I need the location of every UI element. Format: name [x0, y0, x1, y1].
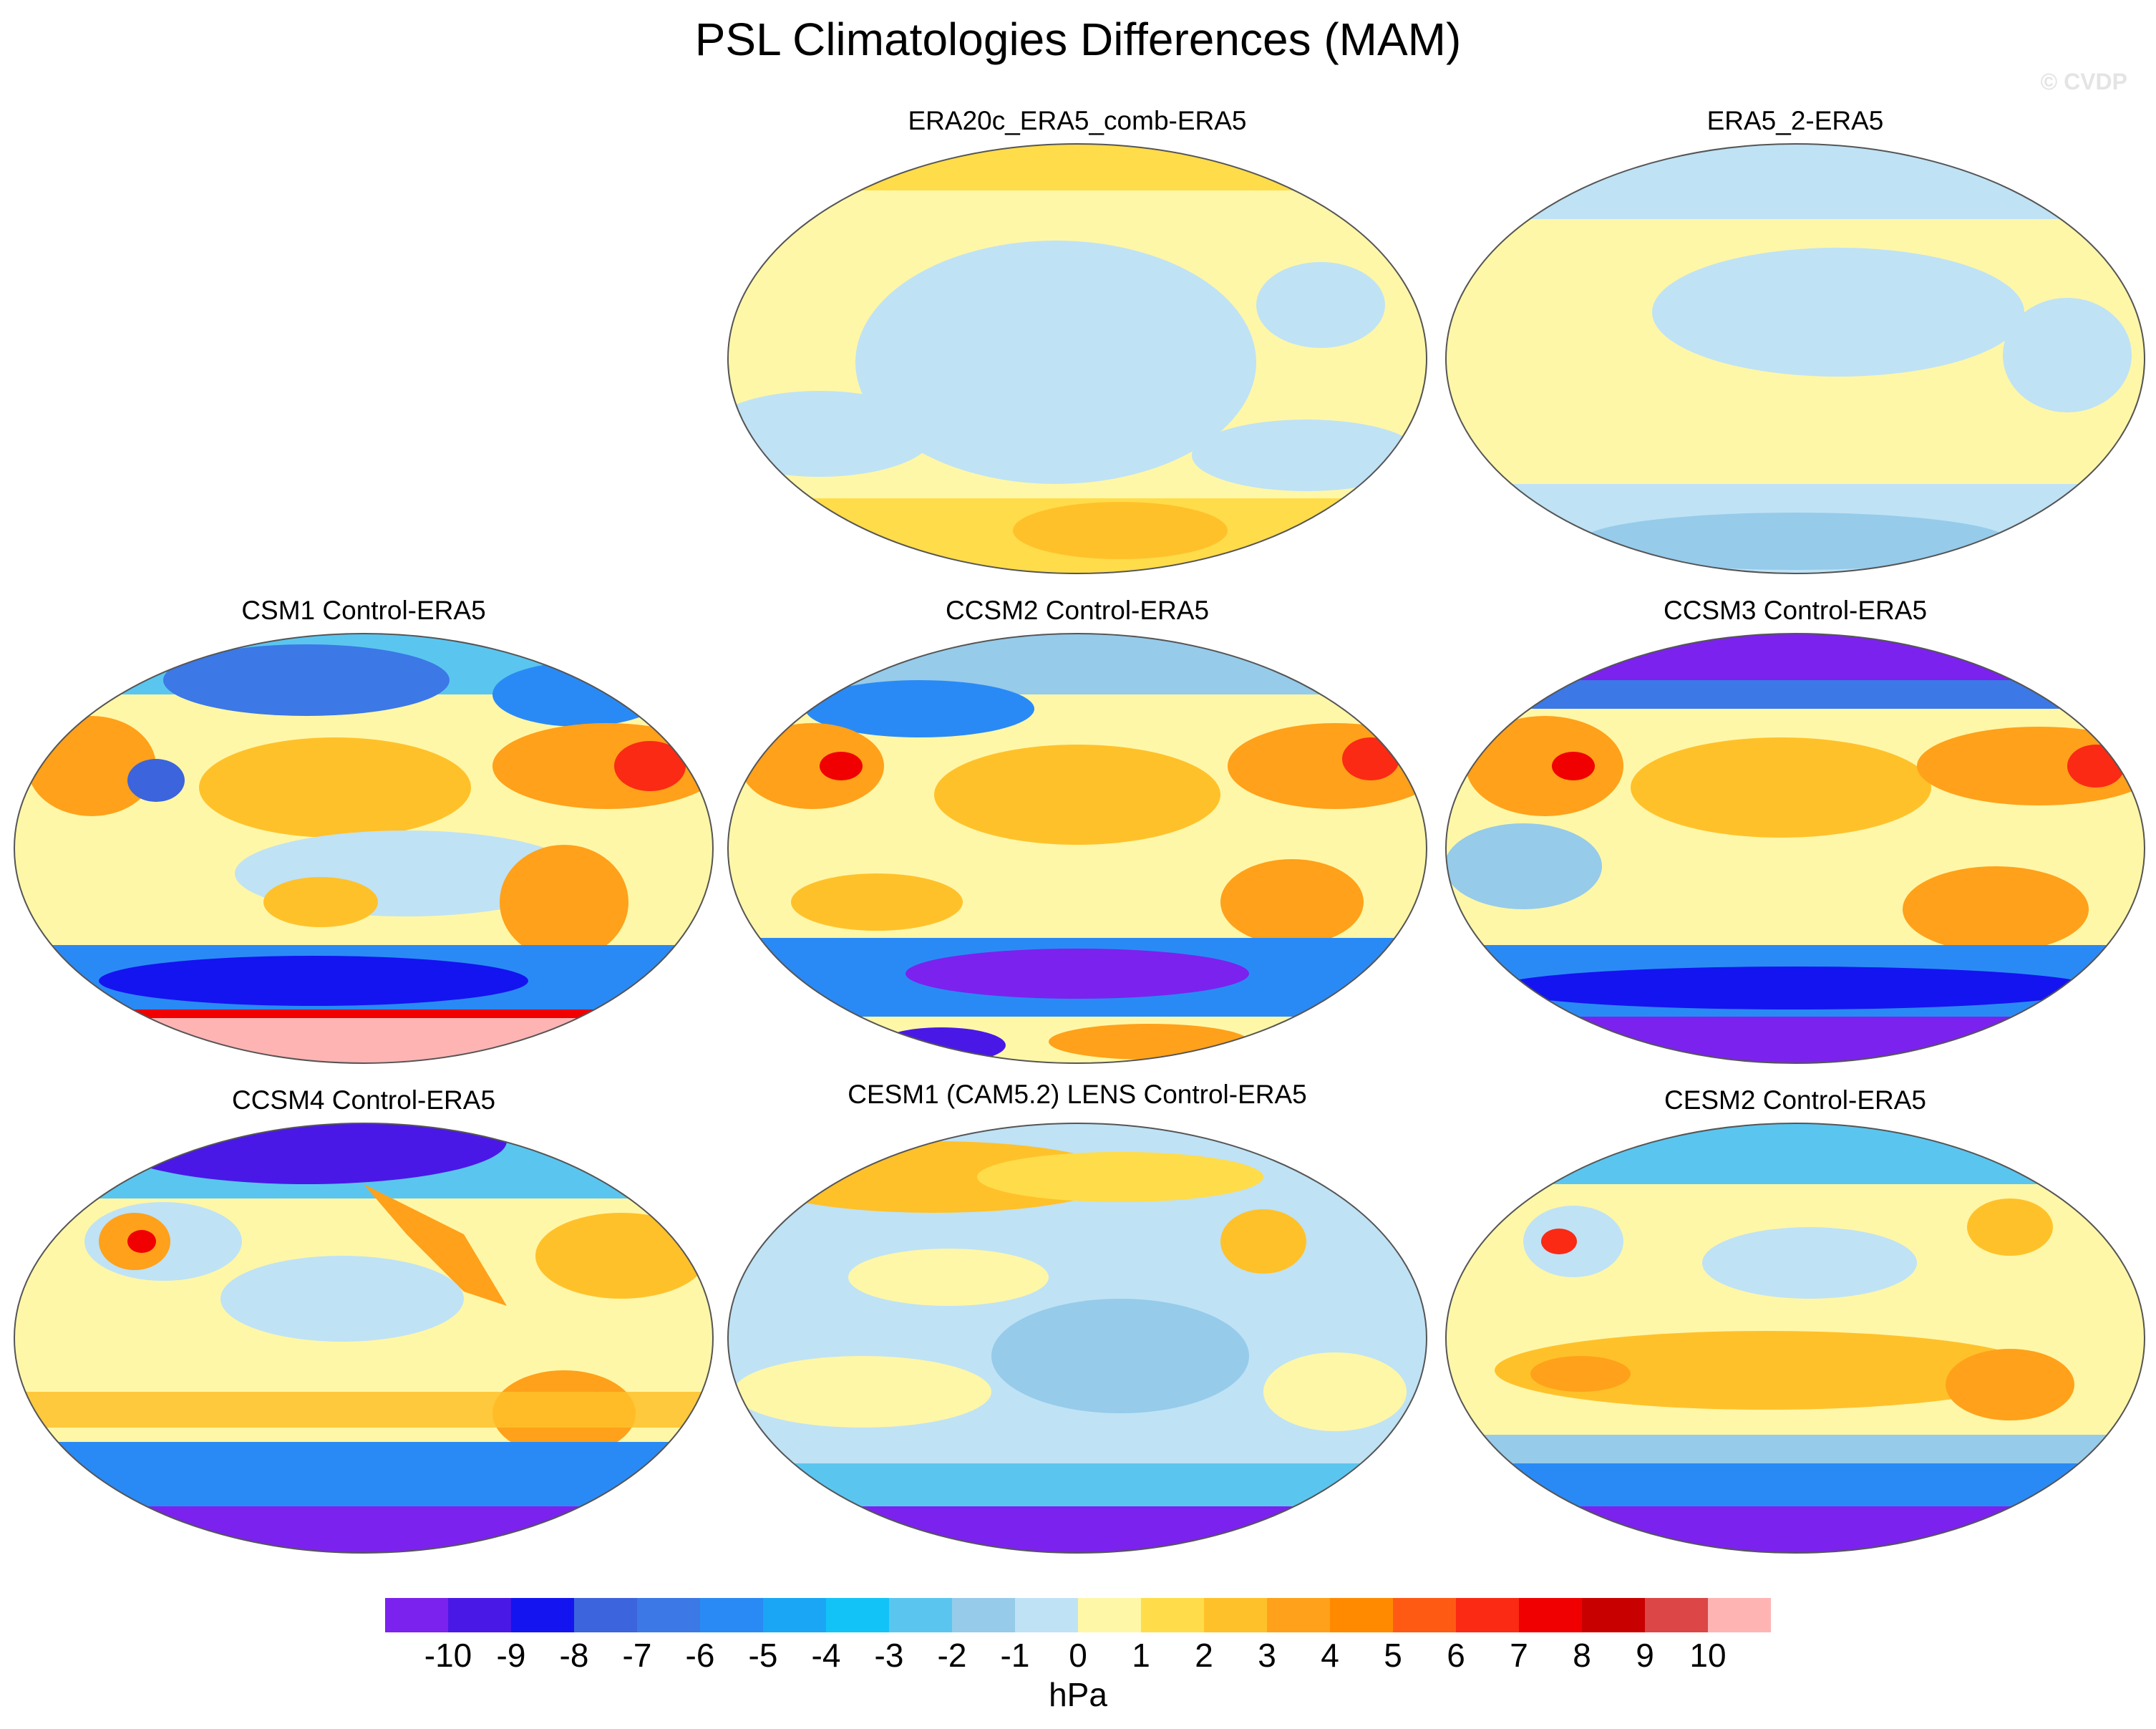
figure-title: PSL Climatologies Differences (MAM) [694, 14, 1462, 65]
colorbar-swatch [700, 1598, 764, 1632]
colorbar-tick-label: 1 [1132, 1637, 1150, 1674]
panel-title: ERA5_2-ERA5 [1706, 106, 1884, 135]
colorbar-tick-label: 6 [1447, 1637, 1465, 1674]
colorbar-swatch [1330, 1598, 1394, 1632]
colorbar-swatch [1204, 1598, 1268, 1632]
cvdp-watermark: © CVDP [2040, 69, 2127, 95]
colorbar-swatch [574, 1598, 638, 1632]
colorbar-swatch [952, 1598, 1016, 1632]
colorbar-swatch [763, 1598, 827, 1632]
colorbar-labels: -10 -9 -8 -7 -6 -5 -4 -3 -2 -1 0 1 2 3 4 5 6 7 8 9 10 [0, 1636, 2156, 1679]
colorbar-tick-label: 4 [1321, 1637, 1339, 1674]
colorbar-swatch [1267, 1598, 1331, 1632]
panel-ccsm3: CCSM3 Control-ERA5 [1437, 596, 2153, 1097]
map-ccsm3 [1445, 633, 2145, 1064]
colorbar-tick-label: -7 [622, 1637, 652, 1674]
colorbar-swatch [889, 1598, 953, 1632]
map-era20c [727, 143, 1427, 574]
map-ccsm2 [727, 633, 1427, 1064]
panel-ccsm4: CCSM4 Control-ERA5 [6, 1085, 722, 1587]
colorbar-swatch [826, 1598, 890, 1632]
colorbar-tick-label: 10 [1689, 1637, 1727, 1674]
colorbar-tick-label: 7 [1510, 1637, 1528, 1674]
panel-title: CCSM3 Control-ERA5 [1663, 596, 1928, 625]
colorbar-swatch [1456, 1598, 1520, 1632]
colorbar-tick-label: -3 [874, 1637, 904, 1674]
colorbar-tick-label: -4 [811, 1637, 841, 1674]
panel-title: CESM2 Control-ERA5 [1664, 1085, 1926, 1115]
colorbar-swatch [1582, 1598, 1646, 1632]
colorbar [385, 1598, 1771, 1632]
colorbar-tick-label: -2 [937, 1637, 967, 1674]
map-cesm1 [727, 1123, 1427, 1554]
colorbar-tick-label: 2 [1195, 1637, 1213, 1674]
panel-title: CESM1 (CAM5.2) LENS Control-ERA5 [848, 1080, 1307, 1109]
colorbar-swatch [385, 1598, 449, 1632]
colorbar-tick-label: -10 [424, 1637, 472, 1674]
panel-title: CSM1 Control-ERA5 [241, 596, 486, 625]
colorbar-swatch [1141, 1598, 1205, 1632]
panel-title: CCSM4 Control-ERA5 [231, 1085, 496, 1115]
colorbar-swatch [1645, 1598, 1709, 1632]
map-era5-2 [1445, 143, 2145, 574]
colorbar-tick-label: -6 [685, 1637, 715, 1674]
colorbar-tick-label: 9 [1636, 1637, 1654, 1674]
panel-csm1: CSM1 Control-ERA5 [6, 596, 722, 1097]
map-ccsm4 [14, 1123, 714, 1554]
colorbar-swatch [1078, 1598, 1142, 1632]
colorbar-swatch [637, 1598, 701, 1632]
panel-ccsm2: CCSM2 Control-ERA5 [719, 596, 1435, 1097]
colorbar-swatch [1519, 1598, 1583, 1632]
colorbar-tick-label: -9 [496, 1637, 526, 1674]
panel-title: CCSM2 Control-ERA5 [945, 596, 1210, 625]
colorbar-swatch [1708, 1598, 1771, 1632]
panel-cesm1: CESM1 (CAM5.2) LENS Control-ERA5 [719, 1080, 1435, 1587]
colorbar-swatch [1393, 1598, 1457, 1632]
panel-title: ERA20c_ERA5_comb-ERA5 [908, 106, 1247, 135]
colorbar-tick-label: 0 [1069, 1637, 1087, 1674]
colorbar-units: hPa [1049, 1676, 1107, 1713]
colorbar-tick-label: -5 [748, 1637, 778, 1674]
panel-era5-2: ERA5_2-ERA5 [1437, 106, 2153, 607]
map-cesm2 [1445, 1123, 2145, 1554]
colorbar-swatch [1015, 1598, 1079, 1632]
colorbar-swatch [511, 1598, 575, 1632]
map-csm1 [14, 633, 714, 1064]
colorbar-tick-label: -1 [1000, 1637, 1030, 1674]
colorbar-swatch [448, 1598, 512, 1632]
colorbar-tick-label: 8 [1573, 1637, 1591, 1674]
colorbar-tick-label: 3 [1258, 1637, 1276, 1674]
panel-cesm2: CESM2 Control-ERA5 [1437, 1085, 2153, 1587]
colorbar-tick-label: -8 [559, 1637, 589, 1674]
panel-era20c: ERA20c_ERA5_comb-ERA5 [719, 106, 1435, 607]
colorbar-tick-label: 5 [1384, 1637, 1402, 1674]
